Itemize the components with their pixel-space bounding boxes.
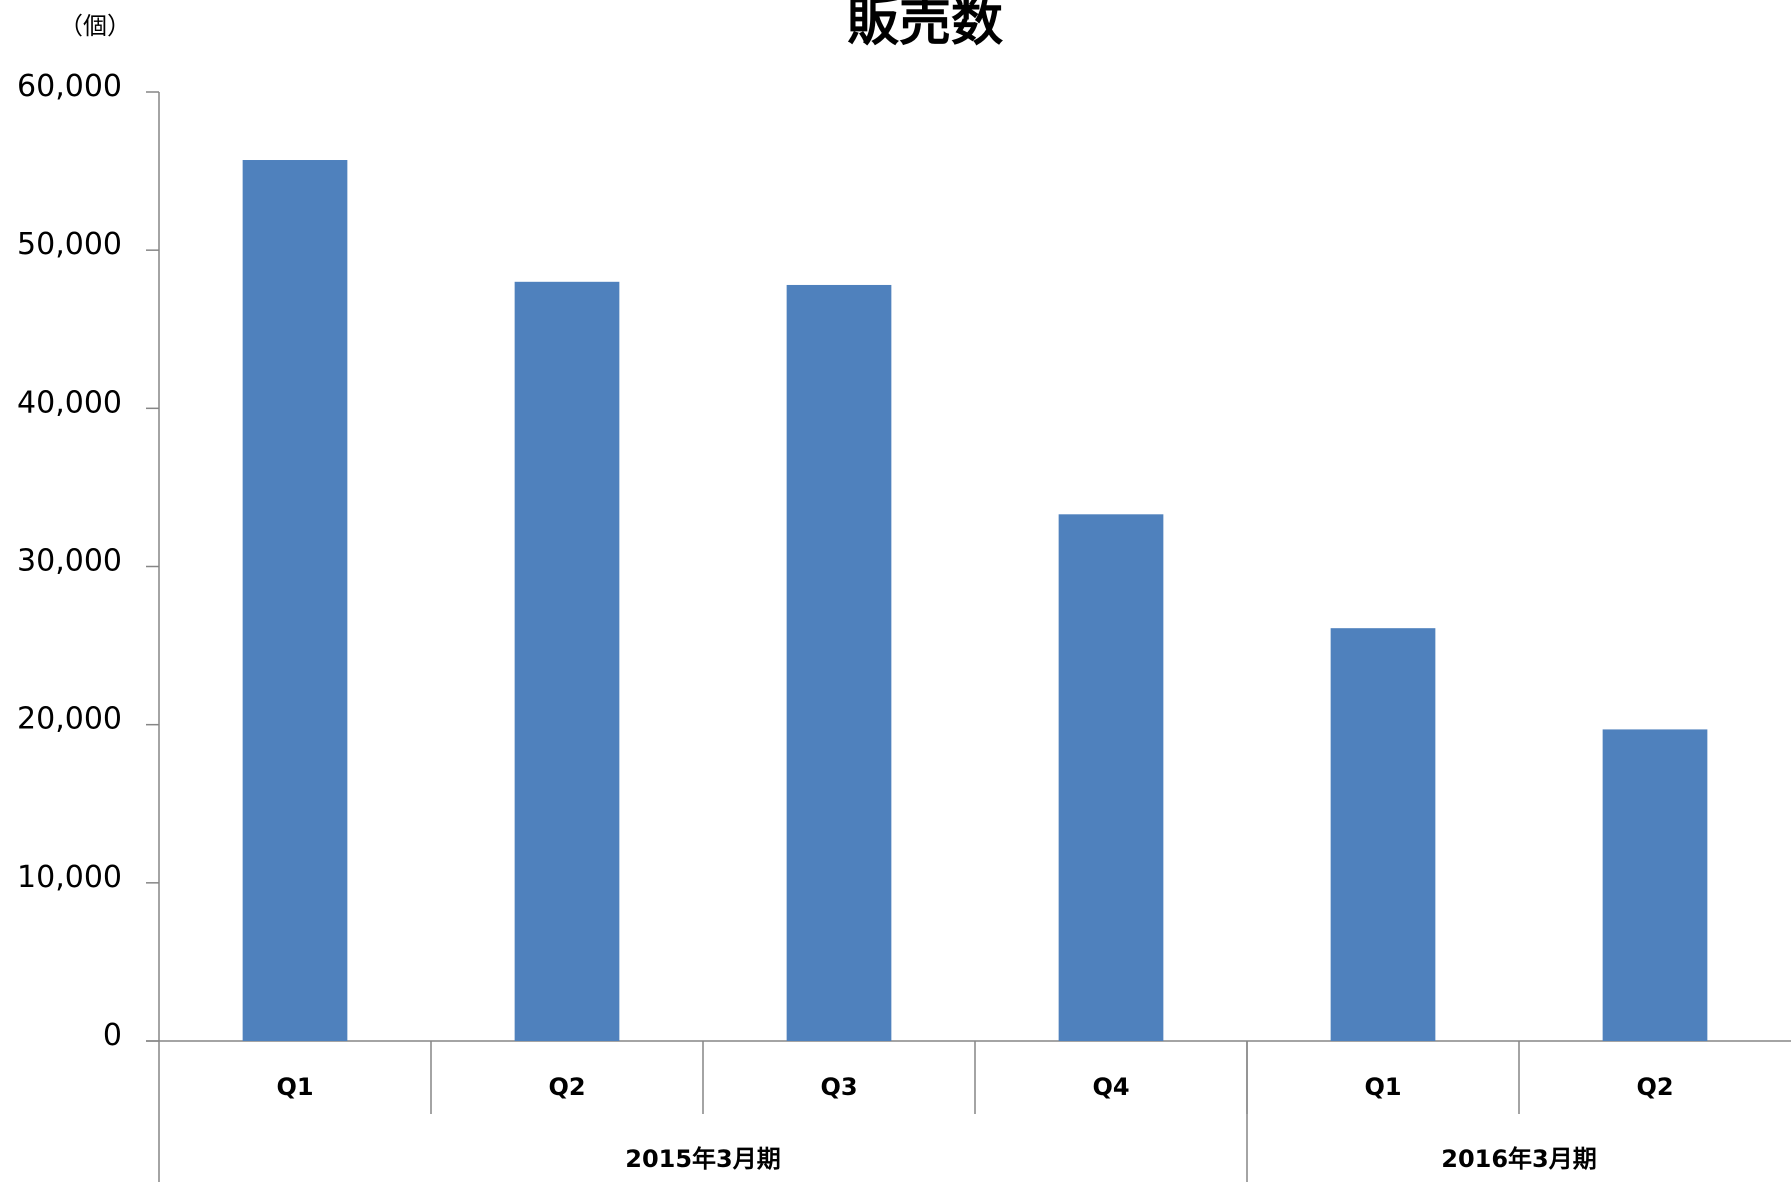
y-axis-unit-label: （個） bbox=[59, 12, 131, 40]
y-tick-label: 0 bbox=[103, 1018, 122, 1053]
y-tick-label: 10,000 bbox=[17, 860, 122, 895]
bars bbox=[242, 160, 1708, 1042]
bar bbox=[1058, 514, 1164, 1041]
x-category-label: Q1 bbox=[276, 1073, 313, 1101]
y-tick-label: 20,000 bbox=[17, 702, 122, 737]
x-group-label: 2016年3月期 bbox=[1441, 1145, 1597, 1173]
y-tick-label: 40,000 bbox=[17, 385, 122, 420]
bar bbox=[786, 284, 892, 1041]
x-category-label: Q2 bbox=[548, 1073, 585, 1101]
axis-labels: 0 10,000 20,000 30,000 40,000 50,000 60,000 Q1 Q… bbox=[17, 69, 1674, 1173]
chart-title: 販売数 bbox=[847, 0, 1003, 53]
bar bbox=[242, 160, 348, 1042]
y-tick-label: 50,000 bbox=[17, 227, 122, 262]
x-category-label: Q2 bbox=[1636, 1073, 1673, 1101]
axes bbox=[146, 91, 1791, 1182]
bar bbox=[1602, 729, 1708, 1041]
bar bbox=[1330, 628, 1436, 1041]
x-category-label: Q3 bbox=[820, 1073, 857, 1101]
x-category-label: Q1 bbox=[1364, 1073, 1401, 1101]
x-category-label: Q4 bbox=[1092, 1073, 1129, 1101]
x-group-label: 2015年3月期 bbox=[625, 1145, 781, 1173]
bar bbox=[514, 281, 620, 1041]
y-tick-label: 30,000 bbox=[17, 544, 122, 579]
y-tick-label: 60,000 bbox=[17, 69, 122, 104]
